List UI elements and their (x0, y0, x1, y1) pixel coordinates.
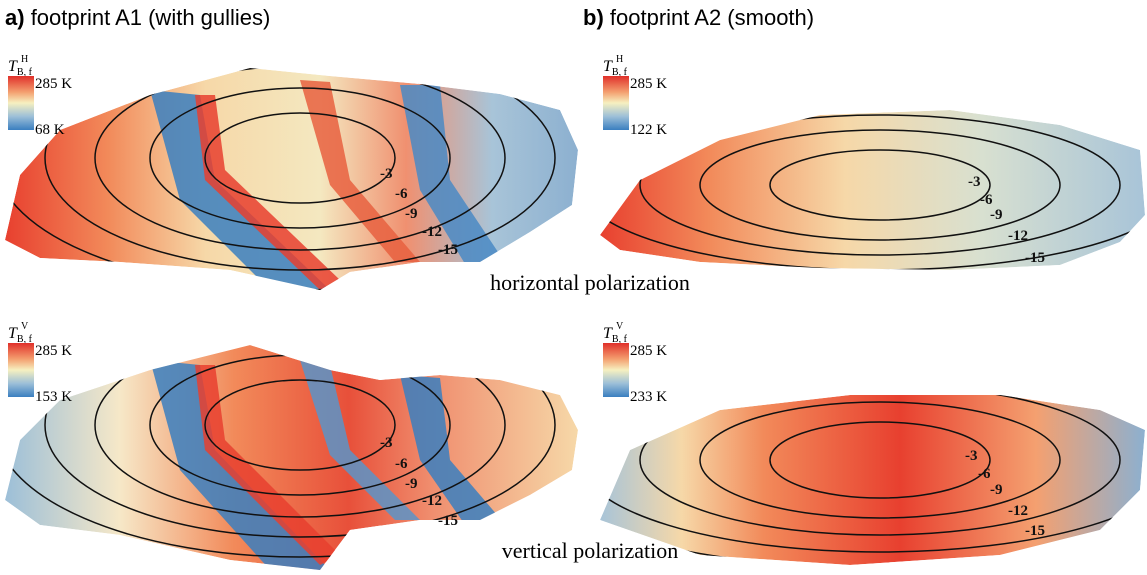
symbol-sup: H (616, 54, 623, 65)
colorbar-symbol: TB, fH (8, 54, 33, 78)
colorbar (603, 76, 629, 130)
contour-label: -12 (1008, 503, 1028, 519)
contour-label: -6 (395, 456, 408, 472)
contour-label: -12 (1008, 228, 1028, 244)
colorbar-min: 122 K (630, 122, 667, 138)
map-surface (600, 395, 1145, 565)
contour-label: -12 (422, 493, 442, 509)
colorbar-symbol: TB, fV (8, 321, 33, 345)
colorbar-min: 68 K (35, 122, 65, 138)
footprint-map (0, 26, 605, 290)
symbol-sup: V (616, 321, 624, 332)
contour-label: -15 (1025, 250, 1045, 266)
contour-label: -3 (380, 435, 393, 451)
polarization-label: horizontal polarization (490, 270, 690, 295)
contour-label: -9 (990, 482, 1003, 498)
colorbar-max: 285 K (630, 343, 667, 359)
contour-label: -9 (405, 476, 418, 492)
contour-label: -3 (380, 166, 393, 182)
contour-label: -6 (395, 186, 408, 202)
symbol-sup: H (21, 54, 28, 65)
contour-label: -3 (968, 174, 981, 190)
map-surface (600, 110, 1145, 270)
contour-label: -3 (965, 448, 978, 464)
colorbar-max: 285 K (35, 76, 72, 92)
panel-title: b) footprint A2 (smooth) (583, 5, 814, 30)
contour-label: -15 (438, 513, 458, 529)
contour-label: -15 (438, 242, 458, 258)
symbol-sup: V (21, 321, 29, 332)
contour-label: -6 (980, 192, 993, 208)
colorbar-symbol: TB, fV (603, 321, 628, 345)
colorbar-min: 233 K (630, 389, 667, 405)
polarization-label: vertical polarization (502, 538, 679, 563)
contour-label: -9 (990, 207, 1003, 223)
colorbar (8, 343, 34, 397)
colorbar (8, 76, 34, 130)
page: a) footprint A1 (with gullies) b) footpr… (0, 0, 1147, 575)
colorbar-symbol: TB, fH (603, 54, 628, 78)
footprint-map (0, 293, 605, 570)
figure: a) footprint A1 (with gullies) b) footpr… (0, 0, 1147, 575)
contour-label: -9 (405, 206, 418, 222)
colorbar (603, 343, 629, 397)
colorbar-max: 285 K (630, 76, 667, 92)
colorbar-min: 153 K (35, 389, 72, 405)
colorbar-max: 285 K (35, 343, 72, 359)
contour-label: -12 (422, 224, 442, 240)
contour-label: -6 (978, 466, 991, 482)
panel-title: a) footprint A1 (with gullies) (5, 5, 270, 30)
contour-label: -15 (1025, 523, 1045, 539)
